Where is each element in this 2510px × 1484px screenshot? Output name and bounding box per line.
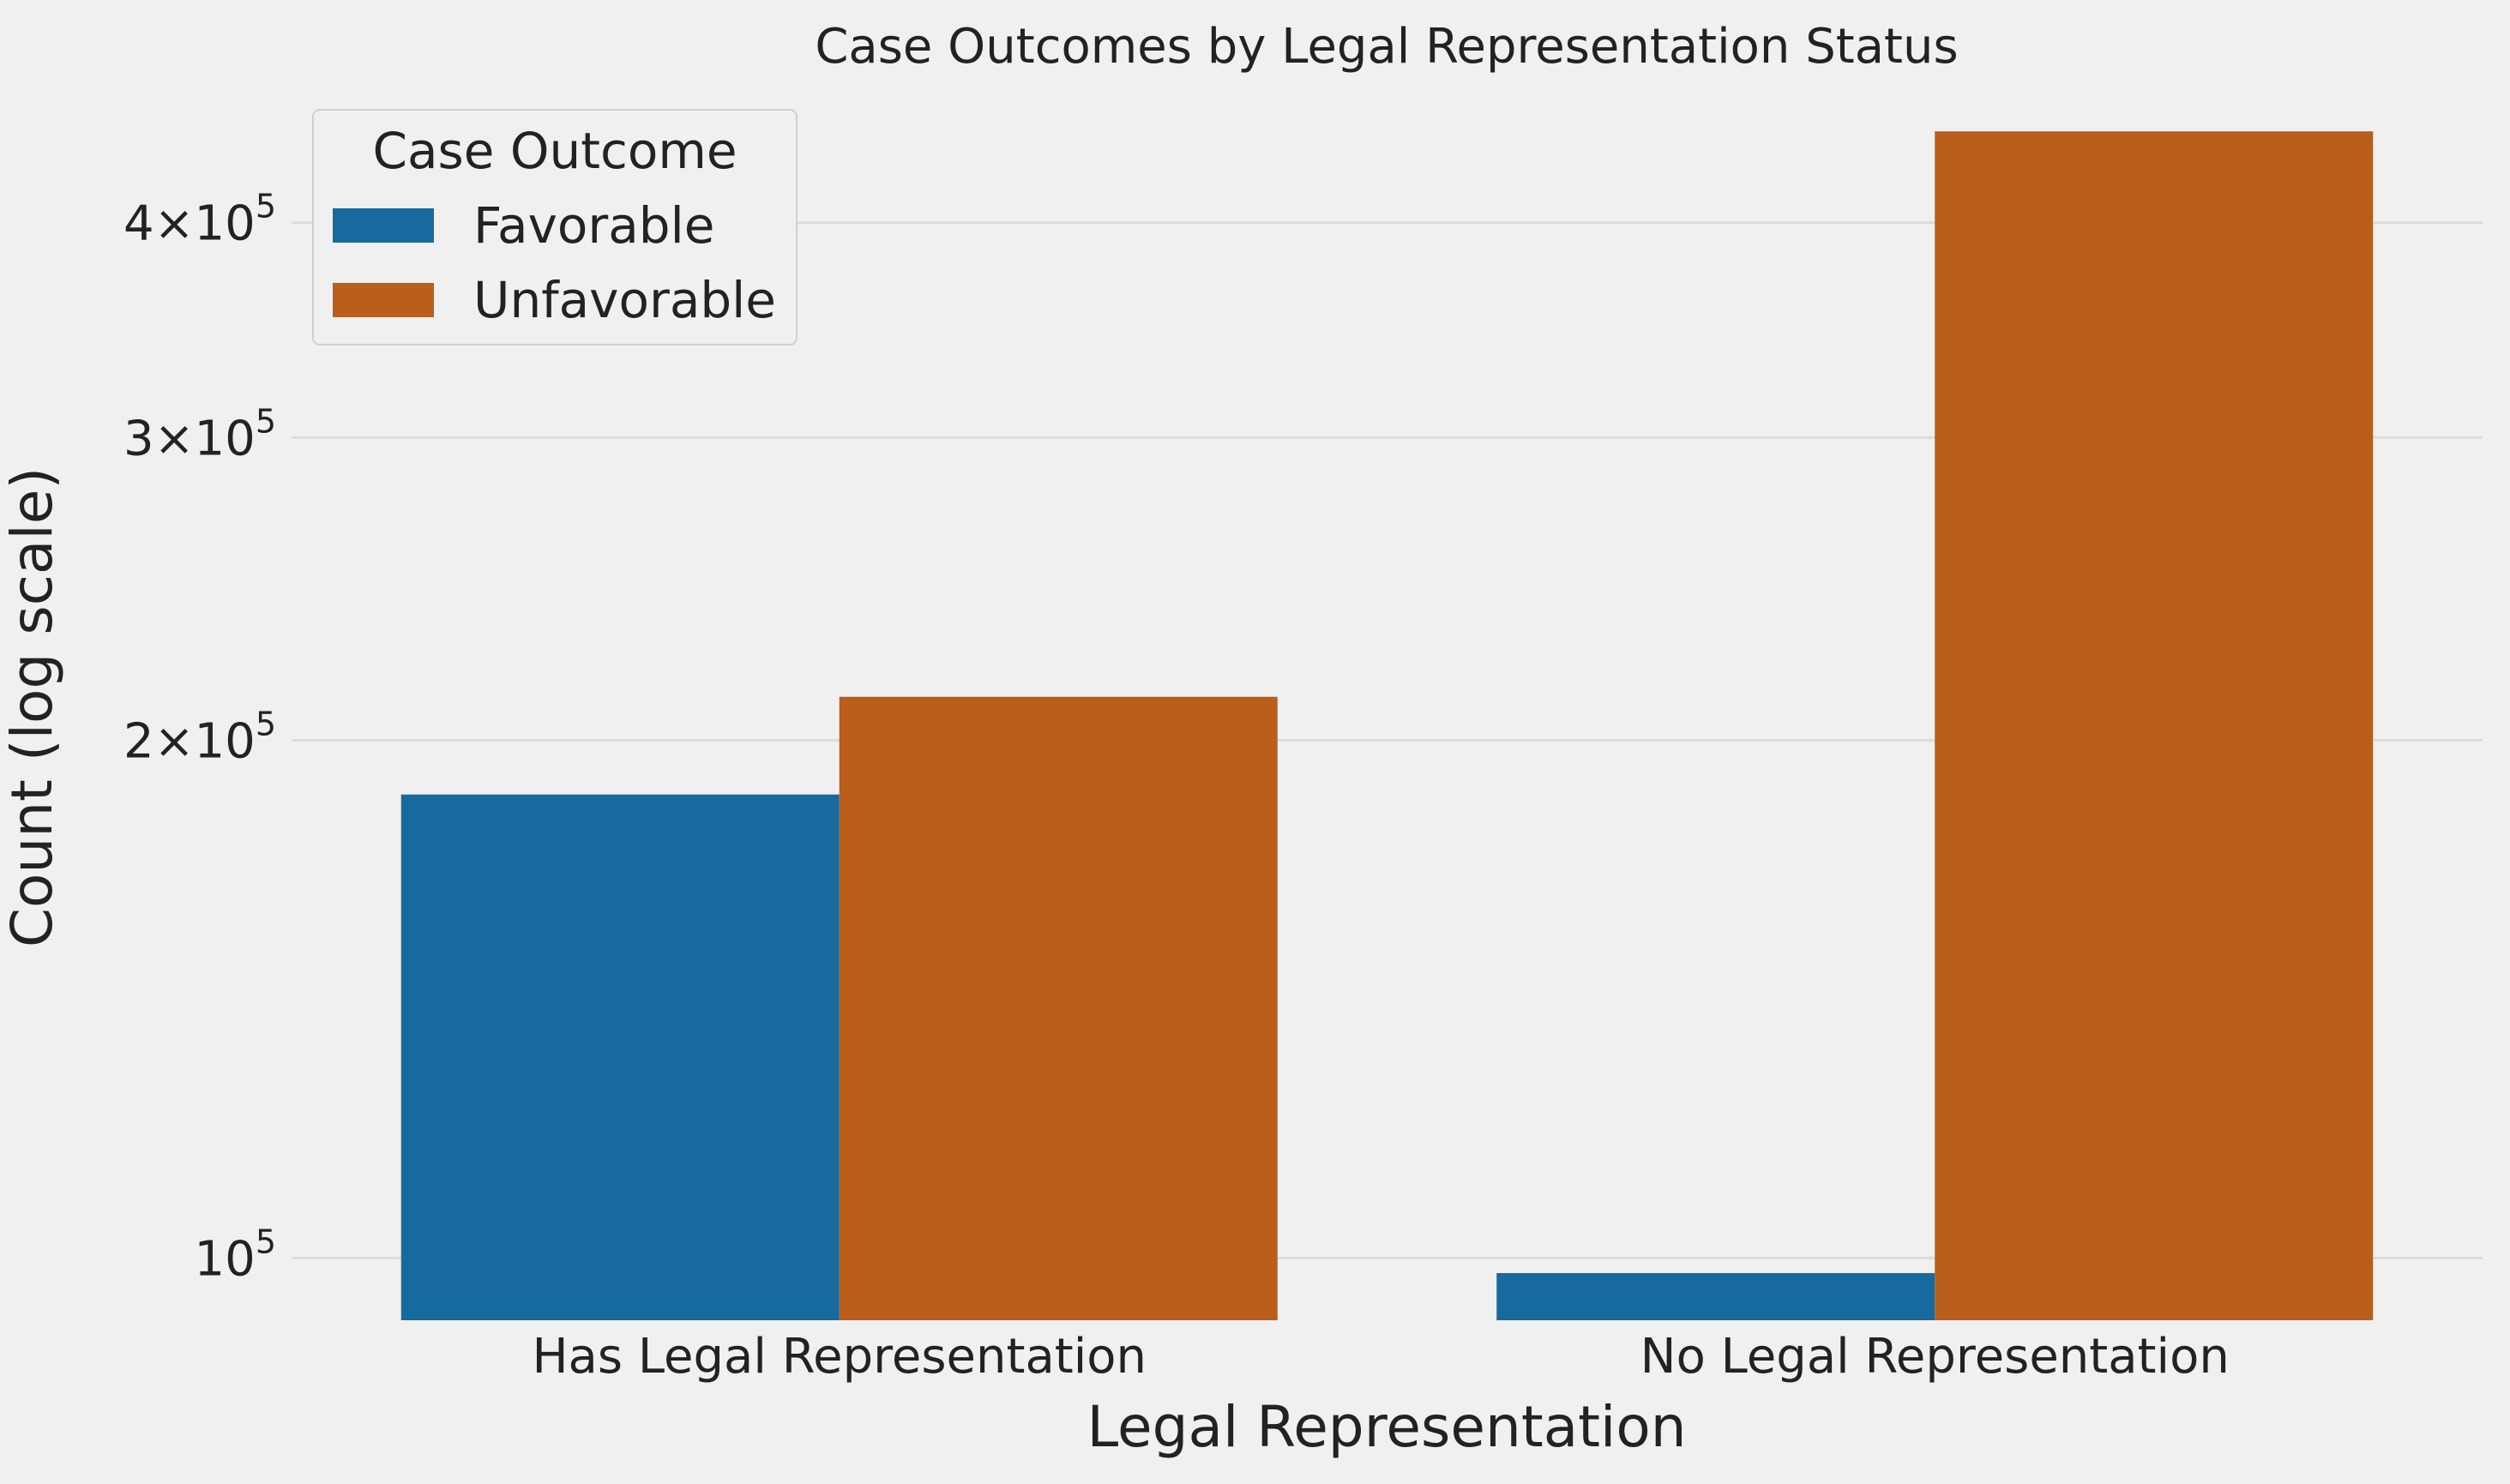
- legend: Case Outcome Favorable Unfavorable: [312, 109, 798, 345]
- x-tick-labels: Has Legal Representation No Legal Represe…: [532, 1329, 2229, 1385]
- y-tick-labels: 105 2×105 3×105 4×105: [123, 188, 276, 1288]
- x-axis-label: Legal Representation: [1086, 1394, 1686, 1460]
- y-tick-label-3: 4×105: [123, 188, 276, 252]
- y-tick-label-1: 2×105: [123, 706, 276, 770]
- bar-unfavorable-2: [1935, 131, 2374, 1321]
- chart-title: Case Outcomes by Legal Representation St…: [815, 19, 1958, 75]
- legend-label-favorable: Favorable: [473, 196, 714, 255]
- y-tick-label-2: 3×105: [123, 402, 276, 466]
- legend-swatch-unfavorable: [333, 283, 434, 317]
- legend-title: Case Outcome: [372, 122, 737, 180]
- bar-unfavorable-1: [839, 696, 1278, 1320]
- x-tick-label-2: No Legal Representation: [1640, 1329, 2230, 1385]
- legend-label-unfavorable: Unfavorable: [473, 271, 776, 329]
- bars: [400, 131, 2374, 1321]
- bar-favorable-2: [1496, 1272, 1935, 1320]
- bar-favorable-1: [400, 794, 840, 1320]
- y-axis-label: Count (log scale): [0, 467, 65, 947]
- legend-swatch-favorable: [333, 208, 434, 243]
- y-tick-label-0: 105: [195, 1223, 276, 1287]
- x-tick-label-1: Has Legal Representation: [532, 1329, 1147, 1385]
